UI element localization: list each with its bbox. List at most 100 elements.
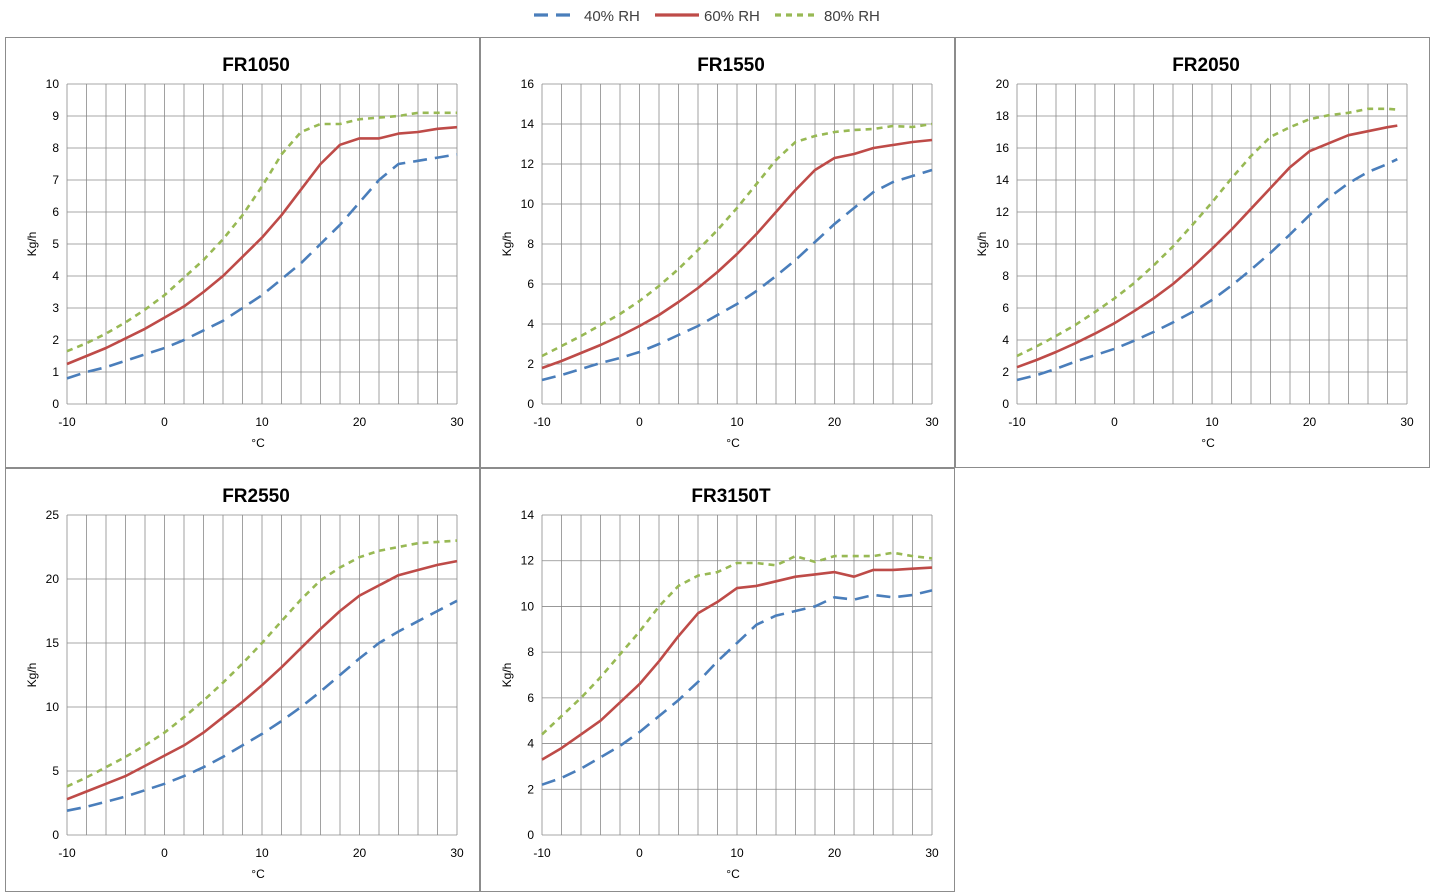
y-tick-label: 0 xyxy=(1002,397,1009,411)
y-tick-label: 10 xyxy=(521,197,535,211)
y-axis-label: Kg/h xyxy=(975,232,989,257)
y-tick-label: 16 xyxy=(521,77,535,91)
y-tick-label: 3 xyxy=(52,301,59,315)
chart-panel-fr2550: FR2550 0 5 10 15 20 25 -10 0 10 20 30 °C Kg/h xyxy=(5,468,480,892)
x-tick-label: 10 xyxy=(730,846,744,860)
x-tick-label: 0 xyxy=(636,415,643,429)
x-tick-label: 0 xyxy=(161,415,168,429)
series-line-60-rh xyxy=(541,138,933,370)
y-tick-label: 16 xyxy=(996,141,1010,155)
x-axis-label: °C xyxy=(251,436,265,450)
legend-label: 60% RH xyxy=(704,8,760,25)
legend-label: 40% RH xyxy=(584,8,640,25)
y-tick-label: 20 xyxy=(996,77,1010,91)
series-line-60-rh xyxy=(66,125,458,366)
y-tick-label: 4 xyxy=(527,737,534,751)
y-tick-label: 9 xyxy=(52,109,59,123)
x-tick-label: 20 xyxy=(828,846,842,860)
y-tick-label: 15 xyxy=(46,636,60,650)
x-tick-label: 10 xyxy=(1205,415,1219,429)
series-line-40-rh xyxy=(1016,158,1398,382)
y-tick-label: 14 xyxy=(521,508,535,522)
series-line-80-rh xyxy=(541,551,933,736)
chart-legend: 40% RH 60% RH 80% RH xyxy=(534,8,880,25)
y-tick-label: 12 xyxy=(996,205,1010,219)
y-axis-label: Kg/h xyxy=(25,663,39,688)
x-tick-label: -10 xyxy=(533,415,551,429)
y-tick-label: 6 xyxy=(527,691,534,705)
y-tick-label: 25 xyxy=(46,508,60,522)
chart-svg: FR2050 0 2 4 6 8 10 12 14 16 18 20 -10 0 10 20 30 °C Kg/h xyxy=(975,55,1414,450)
y-tick-label: 2 xyxy=(52,333,59,347)
y-axis-label: Kg/h xyxy=(25,232,39,257)
chart-title: FR3150T xyxy=(691,486,771,507)
gridlines xyxy=(541,514,933,836)
gridlines xyxy=(66,83,458,405)
series-line-60-rh xyxy=(66,559,458,801)
series-line-40-rh xyxy=(541,168,933,382)
x-tick-label: 0 xyxy=(1111,415,1118,429)
series-line-80-rh xyxy=(541,122,933,358)
series-line-80-rh xyxy=(66,111,457,353)
x-tick-label: 30 xyxy=(925,846,939,860)
series-line-80-rh xyxy=(1016,107,1398,358)
y-tick-label: 14 xyxy=(996,173,1010,187)
x-tick-label: -10 xyxy=(1008,415,1026,429)
y-tick-label: 5 xyxy=(52,764,59,778)
y-tick-label: 4 xyxy=(52,269,59,283)
x-tick-label: 30 xyxy=(1400,415,1414,429)
y-tick-label: 10 xyxy=(996,237,1010,251)
y-axis-label: Kg/h xyxy=(500,663,514,688)
chart-title: FR1550 xyxy=(697,55,765,76)
y-tick-label: 0 xyxy=(527,397,534,411)
gridlines xyxy=(1016,83,1408,405)
series-line-40-rh xyxy=(541,589,933,786)
series-line-60-rh xyxy=(1016,124,1398,369)
series-line-60-rh xyxy=(541,566,933,761)
chart-title: FR1050 xyxy=(222,55,290,76)
chart-svg: FR1050 0 1 2 3 4 5 6 7 8 9 10 -10 0 10 20 30 °C Kg/h xyxy=(25,55,464,450)
chart-panel-fr2050: FR2050 0 2 4 6 8 10 12 14 16 18 20 -10 0 10 20 30 °C Kg/h xyxy=(955,37,1430,468)
x-tick-label: -10 xyxy=(533,846,551,860)
x-tick-label: 30 xyxy=(450,846,464,860)
legend-item-40-rh: 40% RH xyxy=(534,8,640,25)
chart-title: FR2050 xyxy=(1172,55,1240,76)
x-axis-label: °C xyxy=(726,867,740,881)
y-tick-label: 20 xyxy=(46,572,60,586)
legend-label: 80% RH xyxy=(824,8,880,25)
y-tick-label: 1 xyxy=(52,365,59,379)
x-tick-label: 10 xyxy=(255,846,269,860)
gridlines xyxy=(541,83,933,405)
y-axis-label: Kg/h xyxy=(500,232,514,257)
y-tick-label: 10 xyxy=(46,77,60,91)
y-tick-label: 10 xyxy=(46,700,60,714)
series-line-40-rh xyxy=(66,153,458,380)
chart-panel-fr1550: FR1550 0 2 4 6 8 10 12 14 16 -10 0 10 20 30 °C Kg/h xyxy=(480,37,955,468)
x-tick-label: 10 xyxy=(730,415,744,429)
x-tick-label: 20 xyxy=(353,846,367,860)
x-axis-label: °C xyxy=(726,436,740,450)
x-tick-label: 20 xyxy=(1303,415,1317,429)
y-tick-label: 7 xyxy=(52,173,59,187)
y-tick-label: 8 xyxy=(527,237,534,251)
y-tick-label: 12 xyxy=(521,157,535,171)
y-tick-label: 0 xyxy=(52,828,59,842)
legend-item-60-rh: 60% RH xyxy=(655,8,760,25)
chart-panel-fr3150t: FR3150T 0 2 4 6 8 10 12 14 -10 0 10 20 30 °C Kg/h xyxy=(480,468,955,892)
y-tick-label: 4 xyxy=(527,317,534,331)
x-tick-label: 30 xyxy=(450,415,464,429)
y-tick-label: 8 xyxy=(527,645,534,659)
series-line-80-rh xyxy=(66,539,458,788)
series-line-40-rh xyxy=(66,599,458,812)
y-tick-label: 6 xyxy=(52,205,59,219)
x-tick-label: 20 xyxy=(828,415,842,429)
y-tick-label: 8 xyxy=(1002,269,1009,283)
y-tick-label: 5 xyxy=(52,237,59,251)
y-tick-label: 4 xyxy=(1002,333,1009,347)
y-tick-label: 2 xyxy=(1002,365,1009,379)
x-tick-label: 30 xyxy=(925,415,939,429)
gridlines xyxy=(66,514,458,836)
chart-svg: FR3150T 0 2 4 6 8 10 12 14 -10 0 10 20 30 °C Kg/h xyxy=(500,486,939,881)
y-tick-label: 14 xyxy=(521,117,535,131)
chart-svg: FR2550 0 5 10 15 20 25 -10 0 10 20 30 °C Kg/h xyxy=(25,486,464,881)
